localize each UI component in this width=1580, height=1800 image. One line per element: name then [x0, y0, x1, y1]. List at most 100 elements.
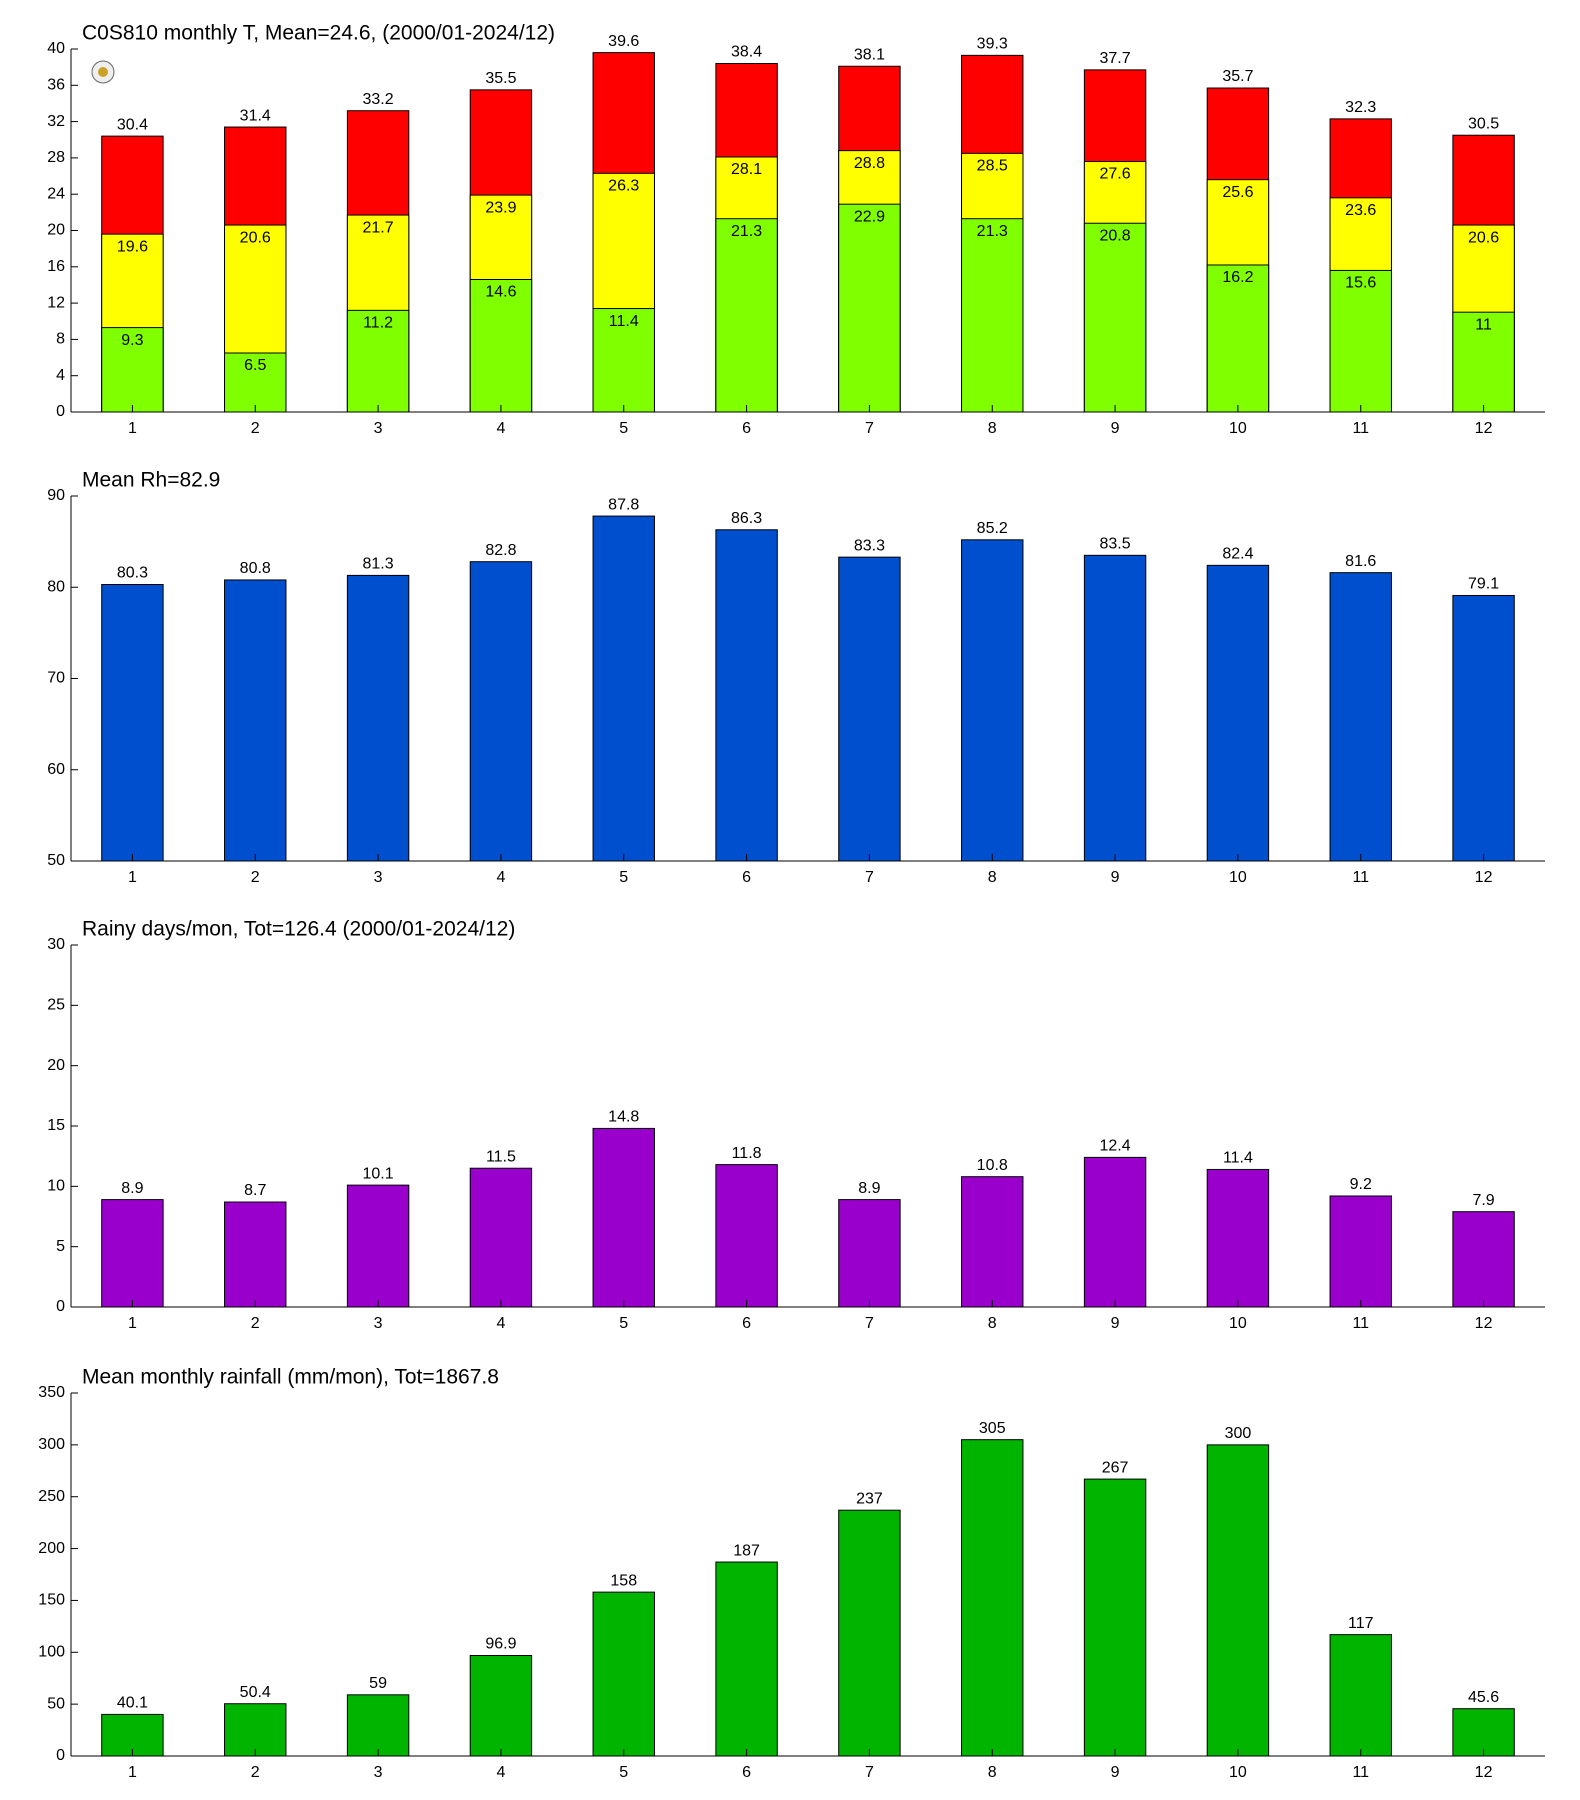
data-label: 16.2	[1222, 269, 1253, 286]
x-tick-label: 10	[1229, 420, 1247, 437]
data-label: 38.4	[731, 44, 762, 61]
y-tick-label: 80	[47, 578, 65, 595]
y-tick-label: 8	[56, 331, 65, 348]
x-tick-label: 7	[865, 869, 874, 886]
bar	[592, 1591, 655, 1757]
x-tick-label: 8	[988, 1315, 997, 1332]
bar	[1329, 1634, 1392, 1757]
data-label: 7.9	[1472, 1192, 1494, 1209]
data-label: 81.6	[1345, 553, 1376, 570]
x-tick-label: 4	[496, 1764, 505, 1781]
data-label: 20.6	[240, 229, 271, 246]
bar	[346, 1694, 410, 1757]
bar	[1329, 572, 1392, 862]
chart-title: Mean monthly rainfall (mm/mon), Tot=1867…	[82, 1366, 499, 1389]
x-tick-label: 5	[619, 420, 628, 437]
bar	[592, 515, 655, 862]
y-tick-label: 5	[56, 1238, 65, 1255]
y-tick-label: 100	[38, 1644, 65, 1661]
x-tick-label: 9	[1111, 420, 1120, 437]
y-tick-label: 25	[47, 997, 65, 1014]
y-tick-label: 150	[38, 1592, 65, 1609]
x-tick-label: 8	[988, 420, 997, 437]
x-tick-label: 11	[1352, 1315, 1369, 1332]
data-label: 28.1	[731, 161, 762, 178]
data-label: 85.2	[977, 520, 1008, 537]
data-label: 15.6	[1345, 275, 1376, 292]
data-label: 21.3	[977, 223, 1008, 240]
bar	[224, 1703, 287, 1757]
y-tick-label: 16	[47, 258, 65, 275]
data-label: 83.3	[854, 537, 885, 554]
x-tick-label: 8	[988, 1764, 997, 1781]
y-tick-label: 200	[38, 1540, 65, 1557]
data-label: 35.5	[485, 70, 516, 87]
data-label: 300	[1225, 1425, 1252, 1442]
x-tick-label: 2	[251, 420, 260, 437]
data-label: 82.4	[1222, 546, 1253, 563]
y-tick-label: 50	[47, 1695, 65, 1712]
bar	[715, 529, 778, 862]
bar	[961, 539, 1024, 862]
bar	[1083, 1478, 1147, 1757]
x-tick-label: 2	[251, 869, 260, 886]
x-tick-label: 11	[1352, 1764, 1369, 1781]
bar	[1329, 1195, 1392, 1308]
data-label: 12.4	[1100, 1138, 1131, 1155]
data-label: 59	[369, 1675, 387, 1692]
y-tick-label: 0	[56, 1747, 65, 1764]
data-label: 11.8	[732, 1145, 762, 1162]
data-label: 45.6	[1468, 1689, 1499, 1706]
data-label: 80.3	[117, 565, 148, 582]
x-tick-label: 7	[865, 1764, 874, 1781]
data-label: 20.8	[1100, 227, 1131, 244]
data-label: 158	[610, 1572, 637, 1589]
y-tick-label: 60	[47, 761, 65, 778]
data-label: 8.9	[121, 1180, 143, 1197]
data-label: 10.1	[363, 1165, 394, 1182]
x-tick-label: 2	[251, 1315, 260, 1332]
data-label: 11.2	[363, 315, 393, 332]
y-tick-label: 350	[38, 1384, 65, 1401]
bar	[469, 1655, 533, 1757]
x-tick-label: 12	[1475, 1315, 1493, 1332]
x-tick-label: 3	[374, 869, 383, 886]
data-label: 23.6	[1345, 202, 1376, 219]
data-label: 82.8	[485, 542, 516, 559]
bar	[469, 561, 533, 862]
data-label: 20.6	[1468, 229, 1499, 246]
data-label: 96.9	[485, 1636, 516, 1653]
y-tick-label: 32	[47, 113, 65, 130]
logo	[91, 60, 115, 84]
y-tick-label: 90	[47, 487, 65, 504]
y-tick-label: 4	[56, 367, 65, 384]
bar	[101, 1199, 164, 1308]
x-tick-label: 10	[1229, 869, 1247, 886]
data-label: 305	[979, 1420, 1006, 1437]
data-label: 8.9	[858, 1180, 880, 1197]
bar	[224, 579, 287, 862]
y-tick-label: 20	[47, 1057, 65, 1074]
y-tick-label: 15	[47, 1117, 65, 1134]
data-label: 10.8	[977, 1157, 1008, 1174]
bar	[346, 574, 410, 862]
bar	[469, 279, 533, 413]
x-tick-label: 6	[742, 869, 751, 886]
bar	[1452, 594, 1515, 862]
data-label: 21.7	[363, 219, 394, 236]
x-tick-label: 6	[742, 1315, 751, 1332]
x-tick-label: 5	[619, 1764, 628, 1781]
data-label: 28.8	[854, 155, 885, 172]
data-label: 11	[1475, 316, 1492, 333]
data-label: 11.4	[609, 313, 639, 330]
bar	[592, 1127, 655, 1308]
x-tick-label: 6	[742, 1764, 751, 1781]
x-tick-label: 1	[128, 869, 137, 886]
x-tick-label: 9	[1111, 869, 1120, 886]
bar	[1452, 1708, 1515, 1757]
bar	[1329, 269, 1392, 413]
x-tick-label: 3	[374, 1315, 383, 1332]
data-label: 25.6	[1222, 184, 1253, 201]
data-label: 27.6	[1100, 166, 1131, 183]
